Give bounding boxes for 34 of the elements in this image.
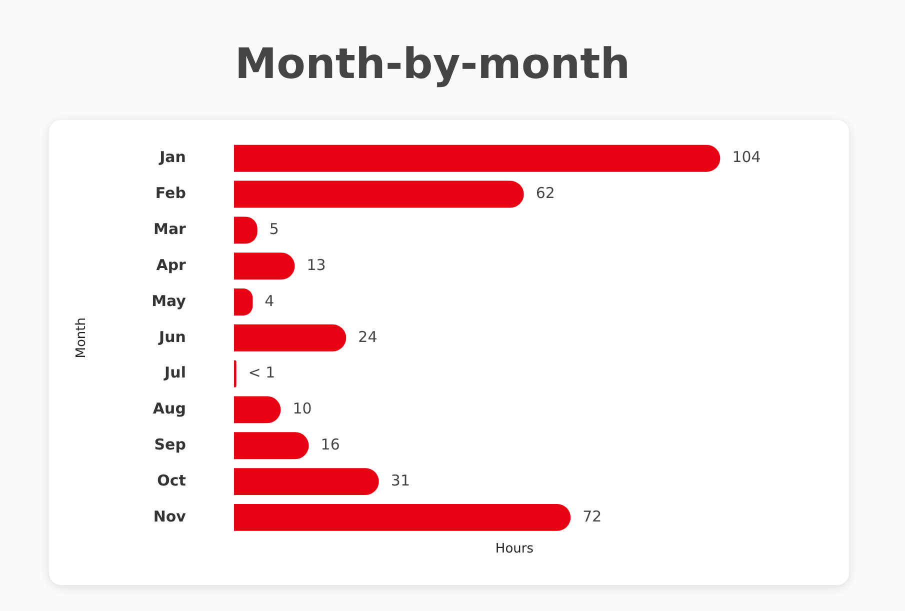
y-tick-label: Jul xyxy=(164,364,186,382)
y-tick-label: Jun xyxy=(158,328,186,346)
bar xyxy=(234,432,309,460)
data-label: 31 xyxy=(390,471,410,490)
bar xyxy=(234,504,571,531)
y-tick-label: Nov xyxy=(153,507,186,526)
x-axis-title: Hours xyxy=(495,542,534,557)
data-label: 104 xyxy=(732,148,761,166)
bar xyxy=(234,360,236,388)
data-label: 16 xyxy=(320,436,340,454)
bar xyxy=(234,180,524,208)
y-tick-label: Feb xyxy=(155,184,186,202)
y-tick-label: Oct xyxy=(157,471,186,490)
y-tick-label: May xyxy=(152,292,186,310)
y-tick-label: Aug xyxy=(152,400,186,418)
bar xyxy=(234,396,281,424)
data-label: 13 xyxy=(306,256,326,274)
bar xyxy=(234,324,346,352)
y-tick-label: Mar xyxy=(154,220,187,238)
chart-title: Month-by-month xyxy=(234,39,630,88)
data-label: 5 xyxy=(269,220,279,238)
data-label: 10 xyxy=(292,400,312,418)
y-axis-title: Month xyxy=(74,318,90,358)
data-label: 62 xyxy=(536,184,555,202)
y-tick-label: Jan xyxy=(158,148,186,166)
bar xyxy=(234,468,379,496)
y-tick-label: Sep xyxy=(154,436,186,454)
data-label: 24 xyxy=(358,328,378,346)
data-label: 72 xyxy=(582,507,602,526)
bar xyxy=(234,252,295,280)
bar xyxy=(234,144,720,172)
data-label: 4 xyxy=(264,292,274,310)
data-label: < 1 xyxy=(248,364,276,382)
y-tick-label: Apr xyxy=(156,256,187,274)
